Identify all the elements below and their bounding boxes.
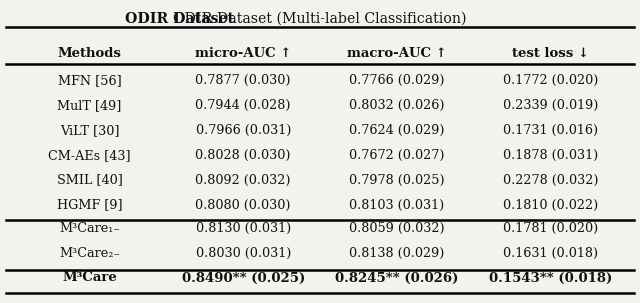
Text: 0.7978 (0.025): 0.7978 (0.025) [349, 174, 445, 187]
Text: 0.8103 (0.031): 0.8103 (0.031) [349, 198, 444, 211]
Text: 0.1772 (0.020): 0.1772 (0.020) [502, 74, 598, 87]
Text: 0.1543** (0.018): 0.1543** (0.018) [489, 271, 612, 285]
Text: 0.8092 (0.032): 0.8092 (0.032) [195, 174, 291, 187]
Text: 0.8032 (0.026): 0.8032 (0.026) [349, 99, 445, 112]
Text: 0.7944 (0.028): 0.7944 (0.028) [195, 99, 291, 112]
Text: 0.2278 (0.032): 0.2278 (0.032) [502, 174, 598, 187]
Text: ODIR Dataset (Multi-label Classification): ODIR Dataset (Multi-label Classification… [173, 12, 467, 26]
Text: CM-AEs [43]: CM-AEs [43] [48, 149, 131, 162]
Text: 0.1781 (0.020): 0.1781 (0.020) [503, 222, 598, 235]
Text: SMIL [40]: SMIL [40] [57, 174, 122, 187]
Text: ODIR Dataset: ODIR Dataset [125, 12, 234, 26]
Text: 0.1631 (0.018): 0.1631 (0.018) [503, 247, 598, 260]
Text: M³Care₁₋: M³Care₁₋ [59, 222, 120, 235]
Text: 0.1878 (0.031): 0.1878 (0.031) [503, 149, 598, 162]
Text: macro-AUC ↑: macro-AUC ↑ [347, 47, 447, 60]
Text: MulT [49]: MulT [49] [58, 99, 122, 112]
Text: Methods: Methods [58, 47, 122, 60]
Text: 0.7624 (0.029): 0.7624 (0.029) [349, 124, 445, 137]
Text: 0.1731 (0.016): 0.1731 (0.016) [503, 124, 598, 137]
Text: M³Care: M³Care [62, 271, 117, 285]
Text: 0.7672 (0.027): 0.7672 (0.027) [349, 149, 445, 162]
Text: 0.8028 (0.030): 0.8028 (0.030) [195, 149, 291, 162]
Text: 0.1810 (0.022): 0.1810 (0.022) [503, 198, 598, 211]
Text: 0.8130 (0.031): 0.8130 (0.031) [196, 222, 291, 235]
Text: 0.7877 (0.030): 0.7877 (0.030) [195, 74, 291, 87]
Text: HGMF [9]: HGMF [9] [57, 198, 122, 211]
Text: 0.2339 (0.019): 0.2339 (0.019) [502, 99, 598, 112]
Text: test loss ↓: test loss ↓ [512, 47, 589, 60]
Text: MFN [56]: MFN [56] [58, 74, 122, 87]
Text: micro-AUC ↑: micro-AUC ↑ [195, 47, 291, 60]
Text: 0.8030 (0.031): 0.8030 (0.031) [195, 247, 291, 260]
Text: 0.8490** (0.025): 0.8490** (0.025) [182, 271, 305, 285]
Text: 0.8138 (0.029): 0.8138 (0.029) [349, 247, 445, 260]
Text: 0.7766 (0.029): 0.7766 (0.029) [349, 74, 445, 87]
Text: ViLT [30]: ViLT [30] [60, 124, 119, 137]
Text: 0.8080 (0.030): 0.8080 (0.030) [195, 198, 291, 211]
Text: 0.8059 (0.032): 0.8059 (0.032) [349, 222, 445, 235]
Text: 0.8245** (0.026): 0.8245** (0.026) [335, 271, 458, 285]
Text: M³Care₂₋: M³Care₂₋ [59, 247, 120, 260]
Text: 0.7966 (0.031): 0.7966 (0.031) [195, 124, 291, 137]
